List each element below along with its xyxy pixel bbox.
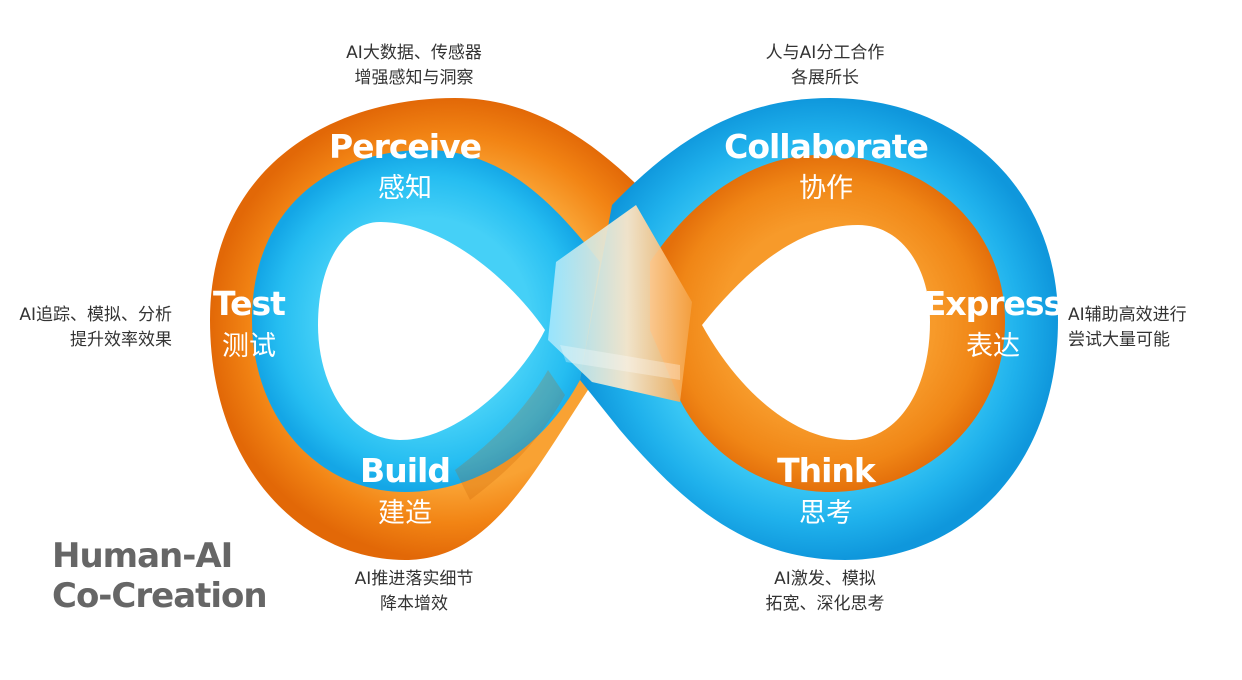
annotation-think-line2: 拓宽、深化思考 bbox=[766, 594, 885, 614]
crossing-overlap bbox=[455, 205, 692, 500]
stage-collaborate: Collaborate 协作 bbox=[724, 127, 929, 204]
stage-build: Build 建造 bbox=[360, 451, 451, 529]
left-loop bbox=[210, 98, 690, 560]
left-loop-hole bbox=[318, 222, 545, 440]
stage-test-zh: 测试 bbox=[222, 331, 276, 362]
annotation-express: AI辅助高效进行 尝试大量可能 bbox=[1068, 305, 1187, 350]
stage-collaborate-en: Collaborate bbox=[724, 127, 928, 166]
annotation-perceive-line1: AI大数据、传感器 bbox=[346, 43, 482, 63]
stage-test: Test 测试 bbox=[213, 284, 287, 362]
annotation-test: AI追踪、模拟、分析 提升效率效果 bbox=[19, 305, 172, 350]
stage-think-zh: 思考 bbox=[799, 498, 853, 529]
crossing-shadow bbox=[455, 370, 565, 500]
stage-test-en: Test bbox=[213, 284, 286, 323]
annotation-build: AI推进落实细节 降本增效 bbox=[355, 569, 474, 614]
brand-title: Human-AI Co-Creation bbox=[52, 536, 268, 616]
annotation-express-line2: 尝试大量可能 bbox=[1068, 330, 1170, 350]
annotation-think: AI激发、模拟 拓宽、深化思考 bbox=[766, 569, 885, 614]
annotation-collaborate-line1: 人与AI分工合作 bbox=[766, 43, 885, 63]
stage-think: Think 思考 bbox=[777, 451, 878, 529]
annotation-express-line1: AI辅助高效进行 bbox=[1068, 305, 1187, 325]
annotation-build-line1: AI推进落实细节 bbox=[355, 569, 474, 589]
stage-collaborate-zh: 协作 bbox=[799, 173, 853, 204]
crossing-ribbon bbox=[548, 205, 692, 402]
annotation-build-line2: 降本增效 bbox=[380, 594, 448, 614]
annotation-perceive-line2: 增强感知与洞察 bbox=[355, 68, 474, 88]
stage-perceive-zh: 感知 bbox=[378, 173, 432, 204]
annotation-test-line1: AI追踪、模拟、分析 bbox=[19, 305, 172, 325]
stage-express-zh: 表达 bbox=[966, 331, 1020, 362]
stage-build-en: Build bbox=[360, 451, 450, 490]
annotation-collaborate: 人与AI分工合作 各展所长 bbox=[766, 43, 885, 88]
brand-title-line1: Human-AI bbox=[52, 536, 232, 576]
crossing-shine bbox=[560, 345, 680, 380]
stage-express-en: Express bbox=[924, 284, 1063, 323]
annotation-perceive: AI大数据、传感器 增强感知与洞察 bbox=[346, 43, 482, 88]
stage-perceive: Perceive 感知 bbox=[329, 127, 482, 204]
right-loop-hole bbox=[702, 225, 930, 440]
stage-think-en: Think bbox=[777, 451, 877, 490]
stage-perceive-en: Perceive bbox=[329, 127, 481, 166]
annotation-think-line1: AI激发、模拟 bbox=[774, 569, 876, 589]
stage-build-zh: 建造 bbox=[378, 498, 432, 529]
annotation-test-line2: 提升效率效果 bbox=[70, 330, 172, 350]
annotation-collaborate-line2: 各展所长 bbox=[791, 68, 859, 88]
stage-express: Express 表达 bbox=[924, 284, 1064, 362]
brand-title-line2: Co-Creation bbox=[52, 576, 267, 616]
right-loop bbox=[580, 98, 1058, 560]
